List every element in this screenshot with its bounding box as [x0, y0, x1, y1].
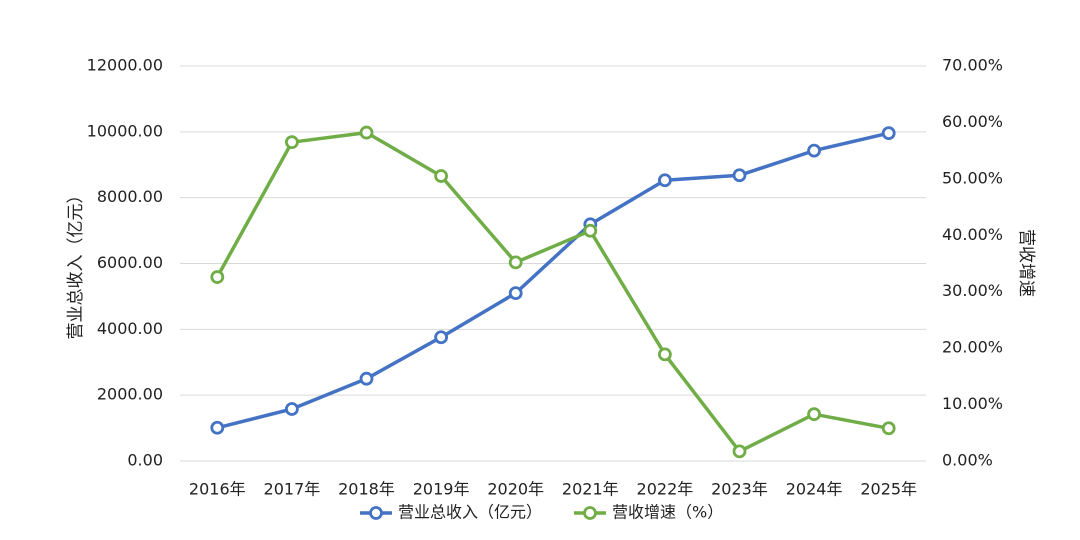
left-axis-ticks: 0.00 2000.00 4000.00 6000.00 8000.00 10000.00… [87, 56, 163, 470]
data-point-growth [732, 444, 747, 459]
right-tick-label: 60.00% [942, 112, 1003, 131]
left-tick-label: 6000.00 [97, 253, 163, 272]
data-point-growth [284, 135, 299, 150]
data-point-revenue [658, 173, 672, 188]
data-point-growth [508, 255, 523, 270]
left-tick-label: 2000.00 [97, 385, 163, 404]
data-point-revenue [732, 168, 747, 183]
legend-label-revenue: 营业总收入（亿元） [398, 503, 542, 522]
series-line-growth [215, 130, 890, 454]
x-tick-label: 2025年 [860, 480, 917, 499]
data-point-growth [807, 407, 821, 422]
legend-item-growth: 营收增速（%） [574, 503, 723, 522]
series-line-revenue [216, 131, 890, 430]
x-tick-label: 2018年 [338, 480, 395, 499]
legend-item-revenue: 营业总收入（亿元） [360, 503, 542, 522]
data-point-growth [583, 223, 598, 238]
right-tick-label: 0.00% [942, 451, 993, 470]
x-tick-label: 2020年 [487, 480, 544, 499]
left-tick-label: 12000.00 [87, 56, 163, 75]
left-tick-label: 4000.00 [97, 319, 163, 338]
right-tick-label: 10.00% [942, 394, 1003, 413]
x-tick-label: 2021年 [562, 480, 619, 499]
right-tick-label: 20.00% [942, 338, 1003, 357]
legend-marker-growth [583, 506, 597, 520]
data-point-revenue [359, 371, 374, 386]
legend: 营业总收入（亿元） 营收增速（%） [360, 503, 723, 522]
data-point-revenue [434, 330, 449, 345]
right-axis-ticks: 0.00% 10.00% 20.00% 30.00% 40.00% 50.00% 60.00… [942, 56, 1003, 470]
right-tick-label: 70.00% [942, 56, 1003, 75]
right-tick-label: 40.00% [942, 225, 1003, 244]
x-tick-label: 2024年 [786, 480, 843, 499]
gridlines [180, 65, 926, 462]
right-axis-title: 营收增速 [1016, 229, 1036, 297]
x-axis-ticks: 2016年 2017年 2018年 2019年 2020年 2021年 2022年 2023年… [189, 480, 917, 499]
data-point-revenue [881, 126, 896, 141]
data-point-revenue [508, 286, 523, 301]
data-point-growth [359, 125, 374, 140]
data-point-growth [434, 169, 449, 183]
x-tick-label: 2019年 [413, 480, 470, 499]
left-tick-label: 0.00 [127, 451, 163, 470]
left-tick-label: 10000.00 [87, 121, 163, 140]
series-layer [210, 125, 896, 459]
x-tick-label: 2016年 [189, 480, 246, 499]
x-tick-label: 2023年 [711, 480, 768, 499]
left-axis-title: 营业总收入（亿元） [66, 187, 86, 340]
legend-label-growth: 营收增速（%） [612, 503, 723, 522]
data-point-growth [658, 347, 672, 362]
data-point-growth [210, 270, 225, 284]
data-point-growth [881, 421, 896, 436]
legend-marker-revenue [369, 506, 383, 520]
data-point-revenue [807, 143, 821, 158]
right-tick-label: 50.00% [942, 168, 1003, 187]
x-tick-label: 2017年 [264, 480, 321, 499]
right-tick-label: 30.00% [942, 281, 1003, 300]
x-tick-label: 2022年 [637, 480, 694, 499]
data-point-revenue [210, 420, 225, 435]
data-point-revenue [284, 402, 299, 416]
left-tick-label: 8000.00 [97, 187, 163, 206]
